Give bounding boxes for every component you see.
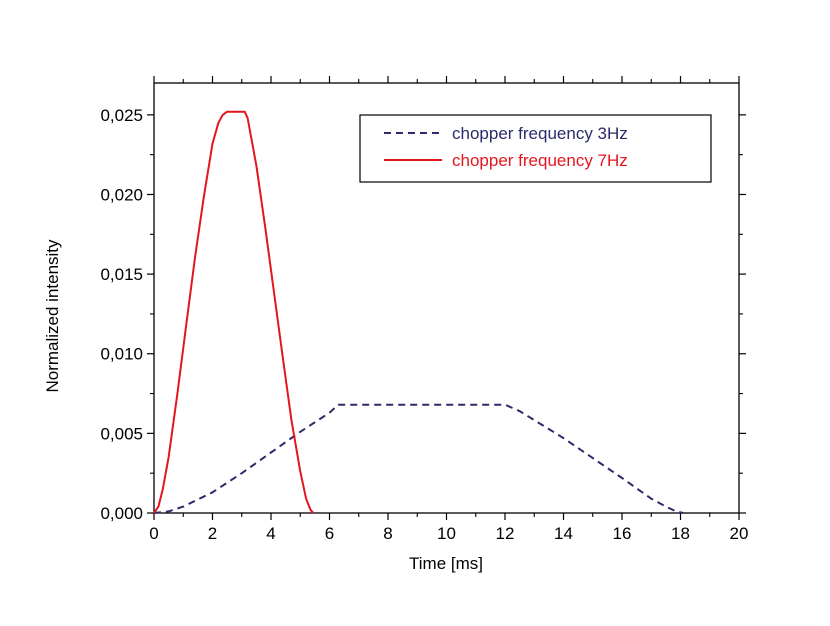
- legend-label-1: chopper frequency 3Hz: [452, 124, 628, 143]
- x-tick-label: 4: [266, 524, 275, 543]
- y-tick-label: 0,015: [100, 265, 143, 284]
- x-tick-label: 2: [208, 524, 217, 543]
- y-tick-label: 0,025: [100, 106, 143, 125]
- y-tick-label: 0,020: [100, 185, 143, 204]
- x-tick-label: 20: [730, 524, 749, 543]
- y-tick-label: 0,010: [100, 345, 143, 364]
- x-tick-label: 6: [325, 524, 334, 543]
- x-tick-label: 16: [613, 524, 632, 543]
- legend-box: [359, 114, 712, 183]
- y-axis-title: Normalized intensity: [43, 239, 62, 393]
- y-tick-label: 0,000: [100, 504, 143, 523]
- series-line-1: [153, 403, 684, 514]
- x-tick-label: 18: [671, 524, 690, 543]
- legend-label-2: chopper frequency 7Hz: [452, 151, 628, 170]
- x-tick-label: 8: [383, 524, 392, 543]
- x-tick-label: 10: [437, 524, 456, 543]
- y-tick-label: 0,005: [100, 424, 143, 443]
- x-tick-label: 0: [149, 524, 158, 543]
- series-line-2: [153, 110, 315, 514]
- x-tick-label: 12: [496, 524, 515, 543]
- x-axis-title: Time [ms]: [409, 554, 483, 573]
- x-tick-label: 14: [554, 524, 573, 543]
